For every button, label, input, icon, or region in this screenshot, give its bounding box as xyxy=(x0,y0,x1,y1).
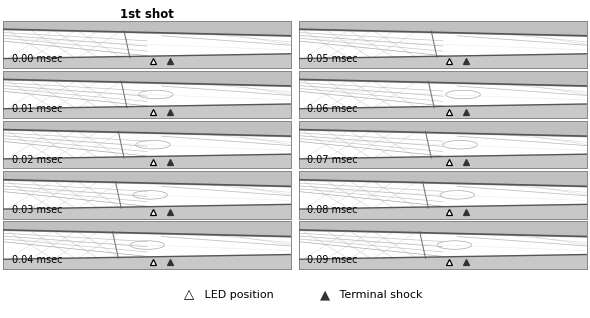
Text: △: △ xyxy=(185,289,195,301)
Text: 0.09 msec: 0.09 msec xyxy=(307,255,358,265)
Text: 0.08 msec: 0.08 msec xyxy=(307,205,358,215)
Title: 1st shot: 1st shot xyxy=(120,8,174,21)
Text: 0.00 msec: 0.00 msec xyxy=(12,54,62,64)
Text: 0.02 msec: 0.02 msec xyxy=(12,155,62,165)
Text: LED position: LED position xyxy=(201,290,273,300)
Text: 0.04 msec: 0.04 msec xyxy=(12,255,62,265)
Text: 0.06 msec: 0.06 msec xyxy=(307,104,358,114)
Text: 0.05 msec: 0.05 msec xyxy=(307,54,358,64)
Text: 0.01 msec: 0.01 msec xyxy=(12,104,62,114)
Text: ▲: ▲ xyxy=(320,289,330,301)
Text: 0.07 msec: 0.07 msec xyxy=(307,155,358,165)
Text: 0.03 msec: 0.03 msec xyxy=(12,205,62,215)
Text: Terminal shock: Terminal shock xyxy=(336,290,423,300)
